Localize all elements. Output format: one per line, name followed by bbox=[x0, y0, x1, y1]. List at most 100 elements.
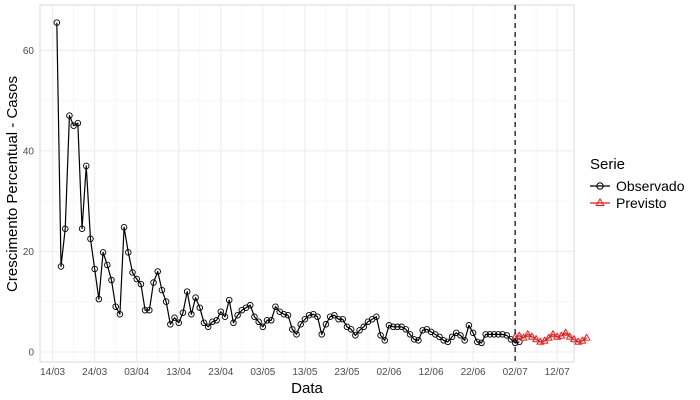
data-point-observado bbox=[171, 314, 178, 322]
data-point-previsto bbox=[569, 334, 579, 343]
data-point-observado bbox=[457, 332, 464, 339]
data-point-observado bbox=[461, 337, 468, 344]
x-tick-label: 12/06 bbox=[419, 367, 444, 378]
data-point-previsto bbox=[523, 329, 532, 338]
data-point-observado bbox=[335, 316, 342, 323]
data-point-observado bbox=[280, 310, 288, 318]
data-point-observado bbox=[499, 331, 506, 338]
data-point-observado bbox=[183, 288, 191, 295]
x-tick-label: 03/05 bbox=[250, 367, 275, 378]
plot-panel bbox=[39, 4, 575, 363]
data-point-observado bbox=[503, 332, 510, 339]
data-point-observado bbox=[108, 276, 115, 284]
legend-marker-observado bbox=[596, 182, 604, 190]
data-point-observado bbox=[133, 275, 140, 283]
data-point-observado bbox=[150, 279, 157, 286]
data-point-previsto bbox=[582, 333, 591, 341]
data-point-observado bbox=[234, 311, 241, 319]
data-point-observado bbox=[389, 323, 397, 331]
data-point-observado bbox=[204, 323, 212, 331]
data-point-observado bbox=[410, 336, 418, 343]
series-line-previsto bbox=[514, 332, 587, 343]
x-axis-title: Data bbox=[291, 380, 323, 397]
data-point-observado bbox=[444, 338, 452, 346]
data-point-observado bbox=[516, 338, 523, 346]
data-point-observado bbox=[61, 225, 69, 233]
data-point-previsto bbox=[565, 332, 574, 340]
data-point-observado bbox=[95, 295, 103, 303]
data-point-observado bbox=[495, 331, 502, 338]
data-point-observado bbox=[87, 235, 94, 243]
data-point-observado bbox=[116, 310, 124, 318]
data-point-observado bbox=[213, 317, 220, 324]
x-tick-label: 23/04 bbox=[208, 367, 233, 378]
legend-label-observado: Observado bbox=[616, 178, 685, 194]
data-point-observado bbox=[318, 331, 325, 338]
data-point-previsto bbox=[561, 328, 570, 336]
data-point-observado bbox=[53, 19, 61, 26]
x-tick-label: 13/04 bbox=[166, 367, 191, 378]
data-point-observado bbox=[78, 225, 86, 233]
data-point-observado bbox=[217, 308, 225, 315]
x-tick-label: 02/07 bbox=[503, 367, 528, 378]
data-point-observado bbox=[406, 331, 414, 338]
data-point-observado bbox=[188, 310, 195, 318]
data-point-observado bbox=[490, 331, 498, 338]
data-point-observado bbox=[74, 119, 82, 127]
data-point-observado bbox=[146, 306, 153, 314]
data-point-observado bbox=[175, 319, 183, 327]
data-point-observado bbox=[230, 319, 237, 327]
x-tick-label: 03/04 bbox=[124, 367, 149, 378]
data-point-previsto bbox=[544, 333, 553, 341]
y-tick-label: 40 bbox=[23, 146, 35, 157]
data-point-observado bbox=[66, 112, 73, 119]
data-point-observado bbox=[104, 261, 111, 269]
data-point-observado bbox=[129, 269, 136, 276]
data-point-observado bbox=[356, 327, 363, 334]
data-point-observado bbox=[167, 321, 174, 328]
data-point-observado bbox=[225, 296, 233, 304]
data-point-observado bbox=[99, 249, 107, 256]
data-point-observado bbox=[192, 294, 199, 301]
data-point-previsto bbox=[548, 329, 558, 338]
data-point-observado bbox=[402, 326, 410, 333]
data-point-observado bbox=[339, 316, 346, 323]
data-point-observado bbox=[154, 268, 161, 275]
legend-title: Serie bbox=[590, 156, 625, 173]
data-point-observado bbox=[120, 223, 128, 231]
y-tick-label: 60 bbox=[23, 46, 35, 57]
data-point-observado bbox=[158, 286, 166, 294]
data-point-observado bbox=[57, 263, 65, 270]
data-point-observado bbox=[419, 327, 426, 334]
y-axis-title: Crescimento Percentual - Casos bbox=[4, 76, 21, 292]
data-point-observado bbox=[469, 329, 477, 337]
data-point-observado bbox=[91, 265, 98, 273]
data-point-observado bbox=[112, 303, 119, 310]
data-point-observado bbox=[482, 331, 489, 338]
data-point-observado bbox=[322, 321, 330, 328]
data-point-observado bbox=[331, 311, 338, 319]
x-tick-label: 12/07 bbox=[545, 367, 570, 378]
data-point-observado bbox=[377, 332, 384, 339]
y-tick-label: 20 bbox=[23, 247, 35, 258]
data-point-previsto bbox=[519, 333, 528, 341]
y-axis: 0 20 40 60 bbox=[23, 46, 35, 359]
data-point-previsto bbox=[515, 331, 524, 339]
data-point-observado bbox=[259, 323, 267, 331]
legend: Serie Observado Previsto bbox=[590, 156, 685, 211]
data-point-observado bbox=[268, 317, 275, 324]
data-point-observado bbox=[301, 316, 309, 323]
data-point-previsto bbox=[527, 332, 537, 340]
data-point-observado bbox=[448, 333, 456, 341]
data-point-observado bbox=[255, 318, 262, 326]
series-layer bbox=[53, 19, 591, 347]
x-tick-label: 14/03 bbox=[40, 367, 65, 378]
data-point-observado bbox=[251, 313, 258, 320]
data-point-observado bbox=[326, 313, 334, 320]
data-point-observado bbox=[263, 317, 271, 324]
data-point-observado bbox=[436, 333, 443, 341]
y-tick-label: 0 bbox=[28, 347, 34, 358]
data-point-observado bbox=[347, 326, 355, 333]
data-point-observado bbox=[196, 304, 204, 311]
